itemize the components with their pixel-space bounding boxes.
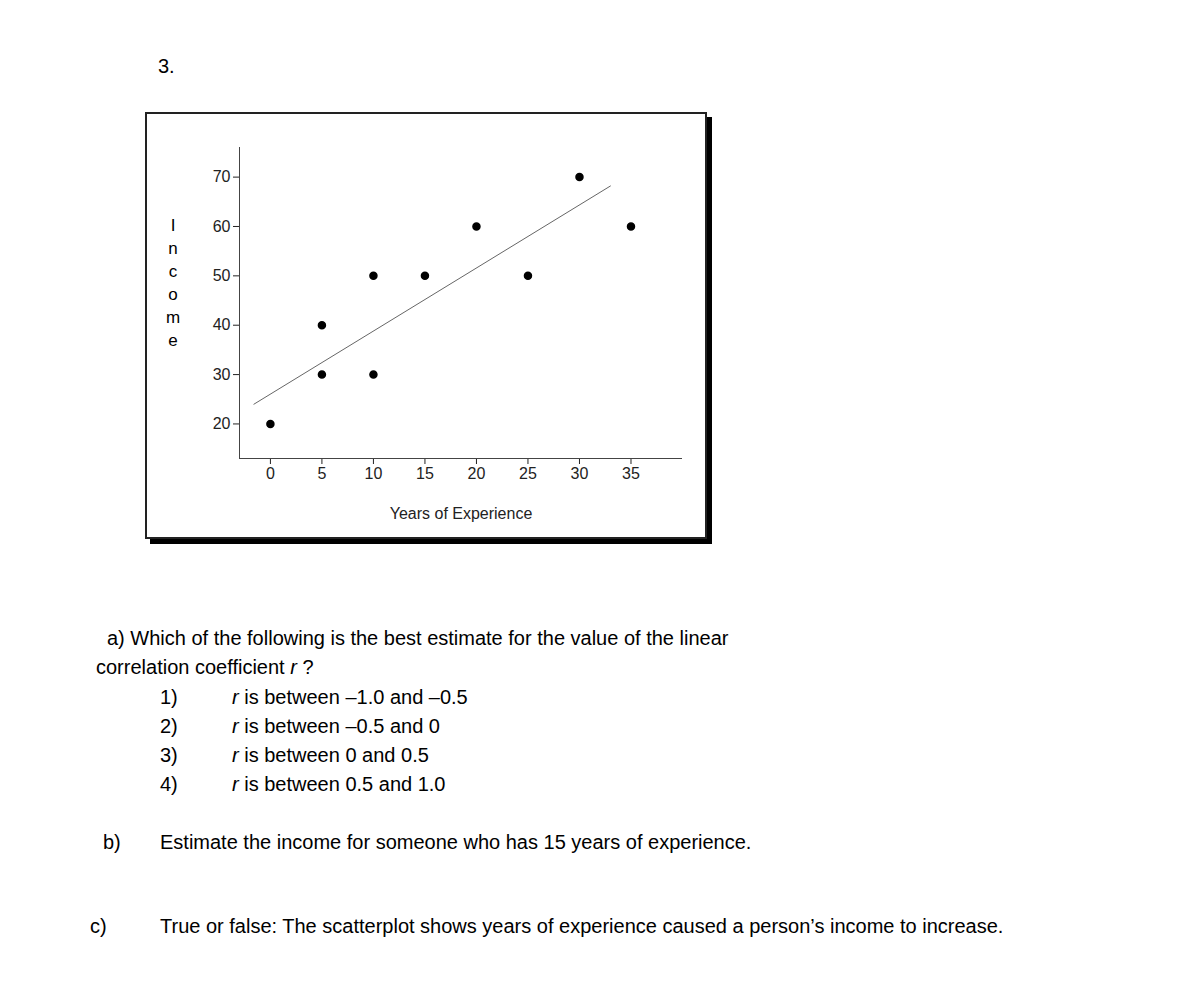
html-text:4): 4) [160,773,178,795]
html-text:m: m [165,308,181,327]
html-text:True or false: The scatterplot: True or false: The scatterplot shows yea… [160,915,1004,937]
html-text:b): b) [103,831,121,853]
html-text:a) Which of the following is t: a) Which of the following is the best es… [107,627,729,649]
svg-text:60: 60 [213,218,231,235]
svg-text:30: 30 [571,465,589,482]
html-text:r is between –0.5 and 0: r is between –0.5 and 0 [232,715,440,737]
html-text:n: n [168,239,178,258]
svg-text:20: 20 [213,415,231,432]
html-text:2): 2) [160,715,178,737]
svg-text:70: 70 [213,168,231,185]
html-text:o: o [168,285,178,304]
html-text:I: I [170,216,176,235]
svg-text:40: 40 [213,316,231,333]
svg-text:50: 50 [213,267,231,284]
html-text:e: e [168,331,178,350]
svg-text:5: 5 [317,465,326,482]
html-text:r is between –1.0 and –0.5: r is between –1.0 and –0.5 [232,686,468,708]
svg-text:0: 0 [266,465,275,482]
svg-text:10: 10 [365,465,383,482]
svg-text:35: 35 [622,465,640,482]
html-text:c: c [168,262,178,281]
html-text:3): 3) [160,744,178,766]
svg-text:30: 30 [213,366,231,383]
html-text:r is between 0 and 0.5: r is between 0 and 0.5 [232,744,429,766]
html-text:3.: 3. [158,55,175,77]
svg-text:Years of Experience: Years of Experience [390,505,533,522]
svg-text:25: 25 [519,465,537,482]
svg-text:15: 15 [416,465,434,482]
svg-text:20: 20 [468,465,486,482]
html-text:correlation coefficient r?: correlation coefficient r? [96,656,314,678]
html-text:r is between 0.5 and 1.0: r is between 0.5 and 1.0 [232,773,446,795]
html-text:c): c) [90,915,107,937]
html-text:1): 1) [160,686,178,708]
html-text:Estimate the income for someon: Estimate the income for someone who has … [160,831,752,853]
